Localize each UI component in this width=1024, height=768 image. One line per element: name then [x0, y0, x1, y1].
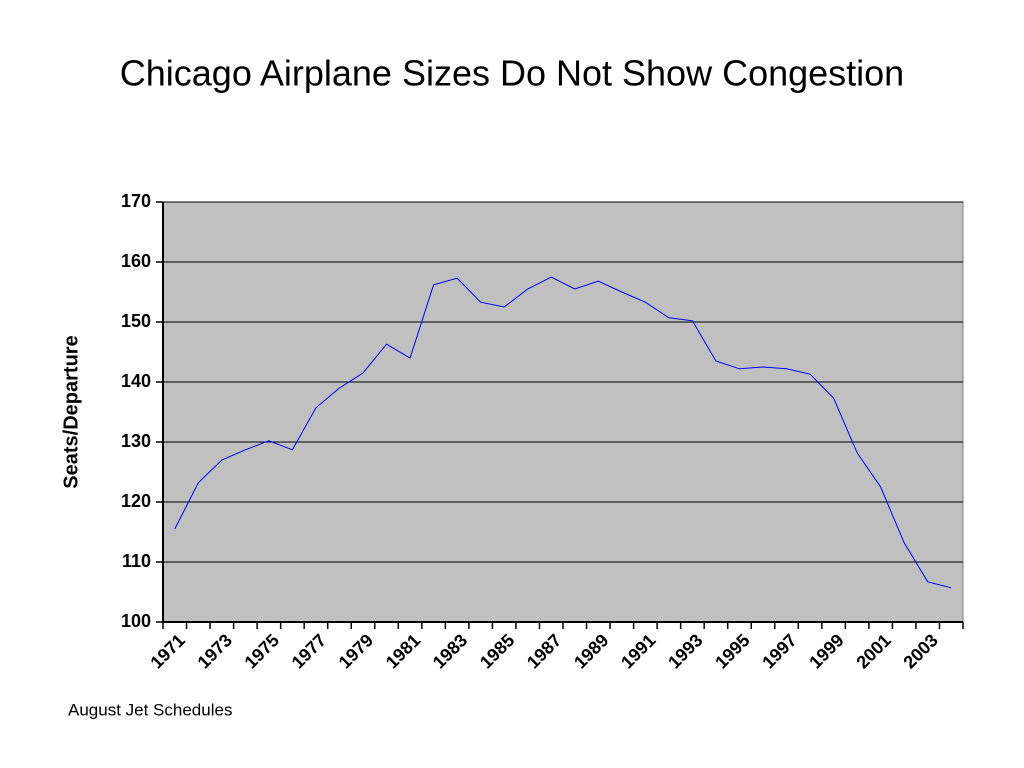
y-tick-label: 130 — [121, 431, 151, 451]
x-tick-label: 2001 — [852, 630, 894, 672]
x-tick-label: 1983 — [429, 630, 471, 672]
y-tick-label: 150 — [121, 311, 151, 331]
source-note: August Jet Schedules — [68, 700, 232, 719]
data-line — [174, 276, 952, 589]
plot-area — [162, 201, 964, 623]
x-tick-label: 1997 — [758, 630, 800, 672]
y-tick-label: 120 — [121, 491, 151, 511]
x-tick-label: 1993 — [664, 630, 706, 672]
x-tick-label: 1989 — [570, 630, 612, 672]
y-tick-label: 160 — [121, 251, 151, 271]
x-tick-label: 1985 — [476, 630, 518, 672]
y-tick-label: 170 — [121, 191, 151, 211]
x-tick-label: 1979 — [335, 630, 377, 672]
x-tick-label: 1995 — [711, 630, 753, 672]
y-tick-label: 140 — [121, 371, 151, 391]
x-tick-label: 1981 — [382, 630, 424, 672]
y-axis-label: Seats/Departure — [60, 335, 82, 488]
x-tick-label: 2003 — [899, 630, 941, 672]
x-tick-label: 1987 — [523, 630, 565, 672]
y-tick-label: 110 — [122, 551, 151, 571]
chart-title: Chicago Airplane Sizes Do Not Show Conge… — [120, 53, 904, 94]
x-tick-label: 1973 — [194, 630, 236, 672]
y-tick-label: 100 — [121, 611, 151, 631]
x-tick-label: 1977 — [288, 630, 330, 672]
x-tick-label: 1999 — [805, 630, 847, 672]
x-tick-label: 1991 — [617, 630, 659, 672]
x-tick-label: 1971 — [146, 630, 188, 672]
x-tick-label: 1975 — [241, 630, 283, 672]
